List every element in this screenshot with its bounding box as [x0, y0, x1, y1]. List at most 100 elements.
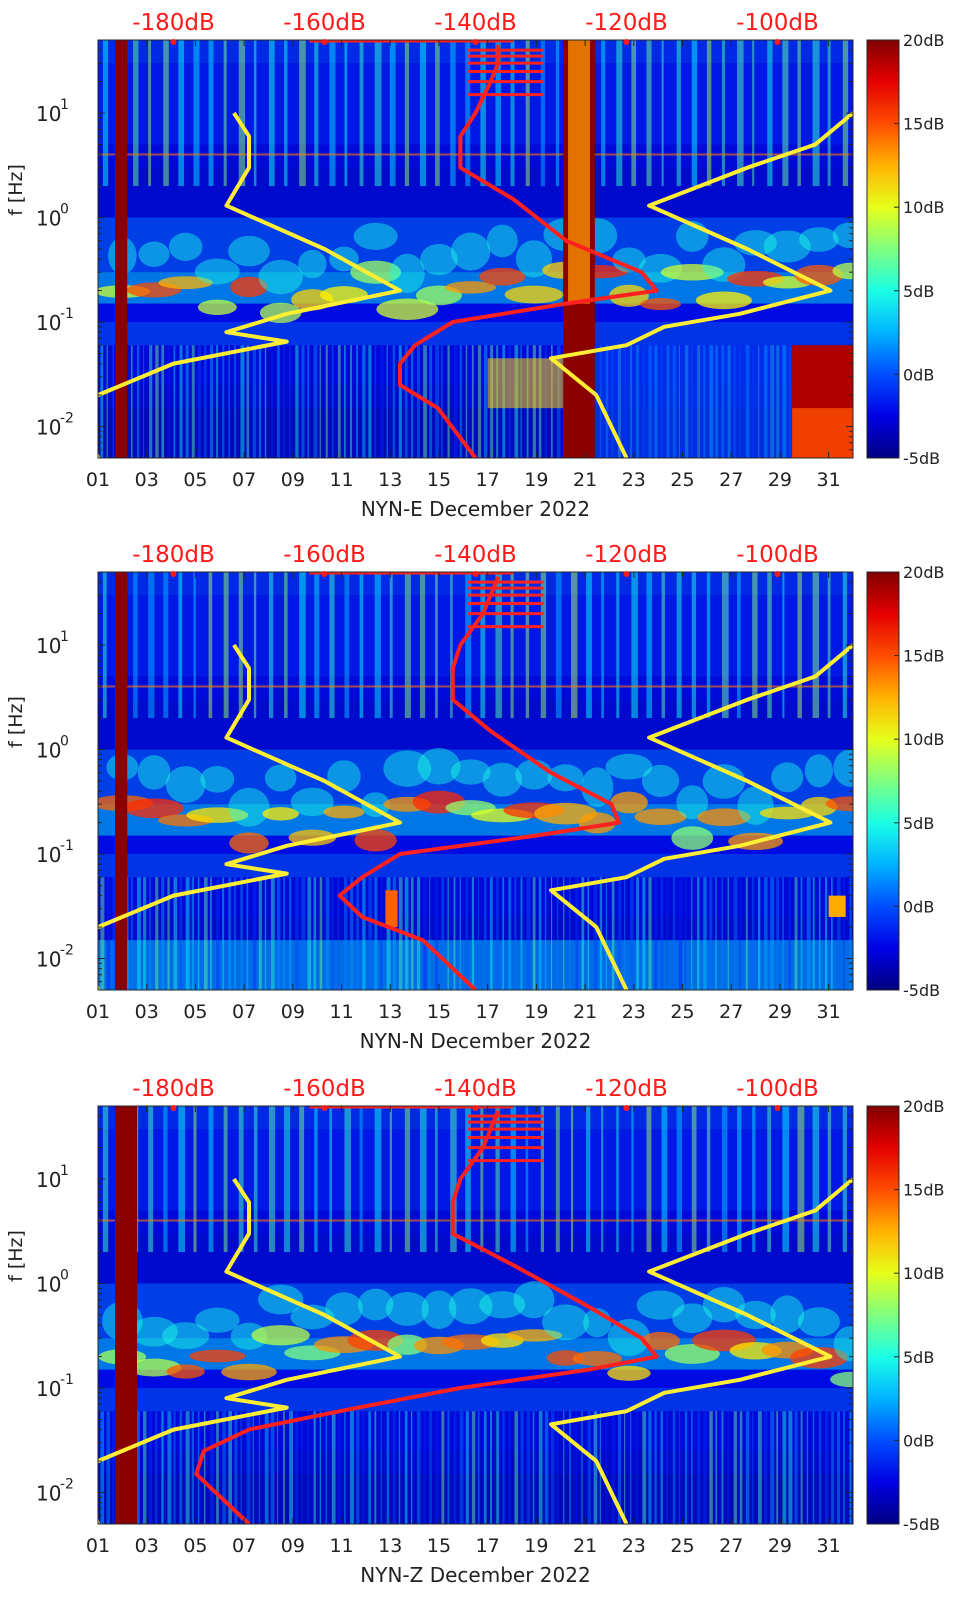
heatmap-streak — [398, 345, 402, 458]
heatmap-streak — [350, 877, 354, 990]
x-tick-label: 31 — [817, 1001, 841, 1023]
heatmap-streak — [733, 877, 738, 990]
heatmap-column — [646, 572, 653, 719]
heatmap-column — [148, 40, 152, 187]
y-tick-label-exponent: -1 — [60, 306, 74, 322]
noise-curve-yellow — [549, 111, 853, 458]
heatmap-streak — [526, 877, 531, 990]
heatmap-column — [706, 40, 712, 187]
heatmap-column — [465, 572, 472, 719]
heatmap-streak — [295, 345, 299, 458]
heatmap-streak — [100, 1411, 105, 1524]
x-tick-label: 21 — [573, 469, 597, 491]
x-axis-label: NYN-Z December 2022 — [360, 1563, 590, 1587]
noise-curve-yellow — [98, 111, 402, 458]
colorbar-tick-label: 20dB — [903, 31, 945, 50]
heatmap-column — [299, 1106, 305, 1253]
heatmap-streak — [751, 1411, 754, 1524]
heatmap-streak — [264, 1411, 269, 1524]
heatmap-column — [389, 40, 396, 187]
y-tick-label-exponent: -2 — [60, 411, 74, 427]
heatmap-streak — [593, 877, 598, 990]
x-tick-label: 23 — [622, 469, 646, 491]
heatmap-column — [284, 1106, 291, 1253]
heatmap-streak — [745, 877, 748, 990]
heatmap-streak — [191, 345, 195, 458]
heatmap-column — [691, 572, 696, 719]
heatmap-blob — [264, 764, 297, 792]
noise-curve-red — [194, 1110, 659, 1524]
heatmap-column — [435, 1106, 438, 1253]
x-tick-label: 23 — [622, 1001, 646, 1023]
top-db-marker — [321, 571, 328, 577]
colorbar-tick-label: 10dB — [903, 1264, 945, 1283]
heatmap-column — [797, 1106, 805, 1253]
heatmap-streak — [739, 877, 741, 990]
heatmap-blob — [830, 1371, 853, 1388]
heatmap-streak — [697, 877, 700, 990]
heatmap-streak — [587, 877, 590, 990]
heatmap-streak — [666, 877, 668, 990]
top-db-marker — [472, 39, 479, 45]
y-tick-label-base: 10 — [36, 311, 61, 335]
heatmap-column — [329, 572, 335, 719]
heatmap-column — [404, 40, 410, 187]
heatmap-streak — [283, 345, 285, 458]
heatmap-streak — [343, 345, 346, 458]
heatmap-streak — [715, 877, 717, 990]
heatmap-blob — [572, 1350, 623, 1367]
heatmap-column — [374, 40, 382, 187]
heatmap-blob — [376, 298, 439, 320]
heatmap-column — [163, 572, 169, 719]
heatmap-streak — [691, 877, 693, 990]
heatmap-column — [450, 572, 453, 719]
heatmap-streak — [672, 877, 676, 990]
heatmap-streak — [770, 1411, 775, 1524]
heatmap-column — [178, 572, 183, 719]
heatmap-column — [238, 40, 246, 187]
heatmap-streak — [812, 877, 815, 990]
heatmap-column — [133, 40, 139, 187]
heatmap-blob — [641, 764, 680, 797]
heatmap-streak — [106, 1411, 110, 1524]
heatmap-streak — [453, 345, 458, 458]
heatmap-column — [616, 40, 623, 187]
heatmap-streak — [240, 877, 243, 990]
heatmap-column — [510, 572, 514, 719]
heatmap-blob — [542, 1304, 590, 1341]
colorbar-tick-label: 15dB — [903, 115, 945, 134]
heatmap-blob — [186, 807, 249, 823]
heatmap-line-artifact — [98, 685, 853, 688]
heatmap-blob — [671, 826, 714, 850]
x-tick-label: 17 — [476, 469, 500, 491]
heatmap-column — [601, 1106, 604, 1253]
heatmap-streak — [380, 1411, 383, 1524]
colorbar-gradient-rect — [866, 571, 900, 991]
heatmap-streak — [642, 877, 646, 990]
x-tick-label: 21 — [573, 1001, 597, 1023]
heatmap-streak — [246, 345, 250, 458]
heatmap-streak — [240, 345, 245, 458]
heatmap-streak — [410, 1411, 413, 1524]
heatmap-streak — [185, 877, 190, 990]
x-tick-label: 01 — [86, 1001, 110, 1023]
heatmap-blob — [137, 755, 171, 790]
x-tick-label: 19 — [524, 1001, 548, 1023]
x-tick-label: 07 — [232, 1535, 256, 1557]
heatmap-streak — [636, 1411, 638, 1524]
heatmap-column — [238, 1106, 244, 1253]
heatmap-streak — [666, 1411, 668, 1524]
heatmap-streak — [611, 1411, 615, 1524]
x-tick-label: 13 — [378, 1535, 402, 1557]
heatmap-blob — [771, 762, 804, 793]
heatmap-streak — [551, 1411, 555, 1524]
y-tick-label-base: 10 — [36, 102, 61, 126]
heatmap-blob — [581, 767, 614, 807]
heatmap-streak — [343, 1411, 346, 1524]
colorbar-tick-label: -5dB — [903, 1515, 940, 1534]
heatmap-column — [812, 40, 820, 187]
heatmap-column — [631, 572, 638, 719]
heatmap-streak — [764, 877, 768, 990]
heatmap-streak — [770, 877, 775, 990]
x-tick-label: 17 — [476, 1001, 500, 1023]
